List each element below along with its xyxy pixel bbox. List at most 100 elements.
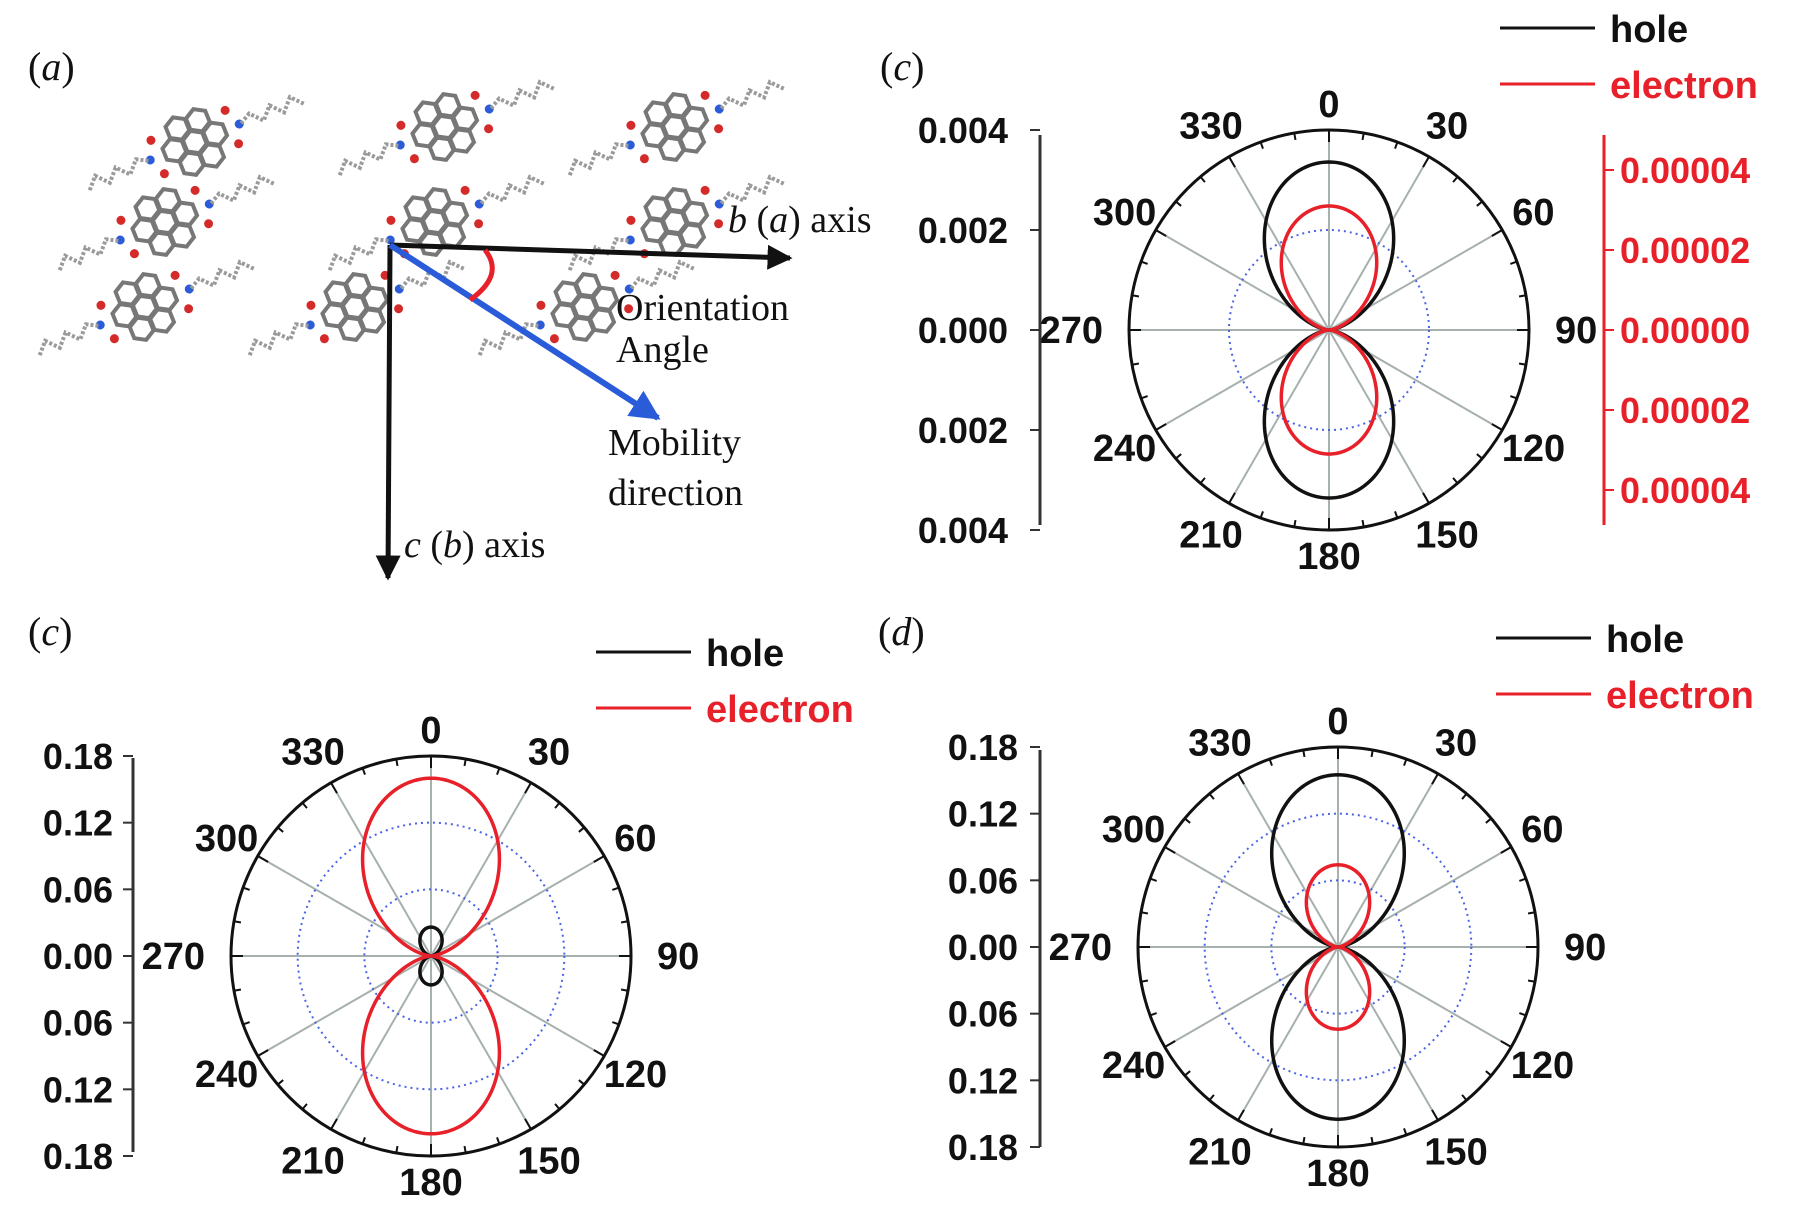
aromatic-ring (147, 307, 177, 334)
mobility-direction-arrow (388, 242, 661, 421)
polar-ring-tick (1476, 200, 1483, 207)
polar-ring-tick (1199, 176, 1206, 183)
polar-ring-tick (463, 758, 467, 767)
polar-ring-tick (361, 1137, 366, 1145)
polar-ring-tick (593, 1049, 605, 1057)
nitrogen-atom (714, 104, 724, 114)
polar-ring-tick (1452, 176, 1459, 183)
oxygen-atom (714, 219, 724, 229)
polar-ring-tick (1452, 477, 1459, 484)
aromatic-ring (343, 272, 373, 299)
mobility-direction-label-1: Mobility (608, 422, 741, 464)
angle-label: 150 (517, 1140, 580, 1182)
polar-ring-tick (620, 988, 629, 992)
polar-ring-tick (1259, 511, 1264, 519)
angle-label: 180 (1297, 536, 1360, 578)
oxygen-atom (624, 304, 634, 314)
polar-ring-tick (361, 767, 366, 775)
legend-electron-label: electron (1610, 65, 1758, 107)
polar-grid-ring (1228, 229, 1430, 431)
alkyl-chain (189, 259, 256, 290)
polar-ring-tick (554, 802, 561, 809)
angle-label: 210 (1179, 514, 1242, 556)
oxygen-atom (146, 135, 156, 145)
polar-ring-tick (395, 1145, 399, 1154)
angle-label: 0 (1327, 701, 1348, 743)
polar-ring-tick (1199, 477, 1206, 484)
polar-ring-tick (1140, 395, 1148, 400)
alkyl-chain (327, 237, 389, 272)
left-axis-tick-label: 0.06 (43, 869, 113, 910)
polar-ring-tick (1268, 1128, 1273, 1136)
polar-ring-tick (1155, 423, 1167, 431)
polar-panel-bottom-left: (c) 0 30 60 90 120 150 180 210 240 270 300 330 0.18 0.… (28, 609, 854, 1204)
orientation-angle-arc (468, 248, 495, 303)
angle-label: 300 (1102, 809, 1165, 851)
angle-label: 180 (399, 1162, 462, 1204)
oxygen-atom (536, 300, 546, 310)
polar-ring-tick (1302, 1136, 1306, 1145)
polar-ring-tick (1485, 1070, 1492, 1077)
angle-label: 120 (604, 1054, 667, 1096)
oxygen-atom (474, 219, 484, 229)
polar-ring-tick (1394, 141, 1399, 149)
polar-ring-tick (1403, 758, 1408, 766)
alkyl-chain (479, 174, 546, 205)
angle-label: 90 (1555, 310, 1597, 352)
angle-label: 60 (614, 818, 656, 860)
polar-ring-tick (1131, 362, 1140, 366)
alkyl-chain (567, 142, 629, 177)
polar-ring-tick (1370, 1136, 1374, 1145)
polar-ring-tick (1149, 877, 1157, 882)
left-axis-tick-label: 0.18 (43, 736, 113, 777)
right-axis-tick-label: 0.00002 (1620, 230, 1750, 271)
polar-ring-tick (1164, 1040, 1176, 1048)
orientation-angle-label-2: Angle (616, 329, 709, 371)
nitrogen-atom (484, 104, 494, 114)
polar-ring-tick (242, 886, 250, 891)
alkyl-chain (337, 142, 399, 177)
left-axis-tick-label: 0.004 (918, 510, 1008, 551)
polar-ring-tick (1500, 846, 1512, 854)
polar-ring-tick (1208, 793, 1215, 800)
angle-label: 0 (1318, 84, 1339, 126)
oxygen-atom (386, 215, 396, 225)
oxygen-atom (159, 169, 169, 179)
angle-label: 0 (420, 710, 441, 752)
angle-label: 120 (1502, 428, 1565, 470)
polar-ring-tick (1431, 1109, 1439, 1121)
angle-label: 240 (195, 1054, 258, 1096)
polar-ring-tick (277, 826, 284, 833)
left-axis-tick-label: 0.004 (918, 110, 1008, 151)
polar-ring-tick (1518, 294, 1527, 298)
series-electron-curve (1304, 863, 1372, 1031)
angle-label: 300 (1093, 192, 1156, 234)
polar-ring-tick (1140, 260, 1148, 265)
angle-label: 270 (1040, 310, 1103, 352)
polar-ring-tick (301, 802, 308, 809)
angle-label: 330 (281, 732, 344, 774)
series-hole-curve (1262, 160, 1396, 500)
polar-ring-tick (1394, 511, 1399, 519)
angle-label: 150 (1415, 514, 1478, 556)
angle-label: 30 (1435, 723, 1477, 765)
angle-label: 270 (142, 936, 205, 978)
polar-ring-tick (1293, 132, 1297, 141)
polar-ring-tick (1184, 1070, 1191, 1077)
molecule (87, 94, 306, 192)
oxygen-atom (96, 300, 106, 310)
oxygen-atom (204, 219, 214, 229)
oxygen-atom (109, 334, 119, 344)
nitrogen-atom (474, 199, 484, 209)
left-axis-tick-label: 0.002 (918, 210, 1008, 251)
polar-ring-tick (330, 782, 338, 794)
alkyl-chain (87, 157, 149, 192)
polar-ring-tick (1361, 519, 1365, 528)
series-electron-curve (1279, 204, 1379, 456)
legend-electron-label: electron (1606, 675, 1754, 717)
alkyl-chain (247, 322, 309, 357)
oxygen-atom (714, 124, 724, 134)
legend-hole-label: hole (1610, 9, 1688, 51)
aromatic-ring (447, 127, 477, 154)
polar-ring-tick (1431, 773, 1439, 785)
